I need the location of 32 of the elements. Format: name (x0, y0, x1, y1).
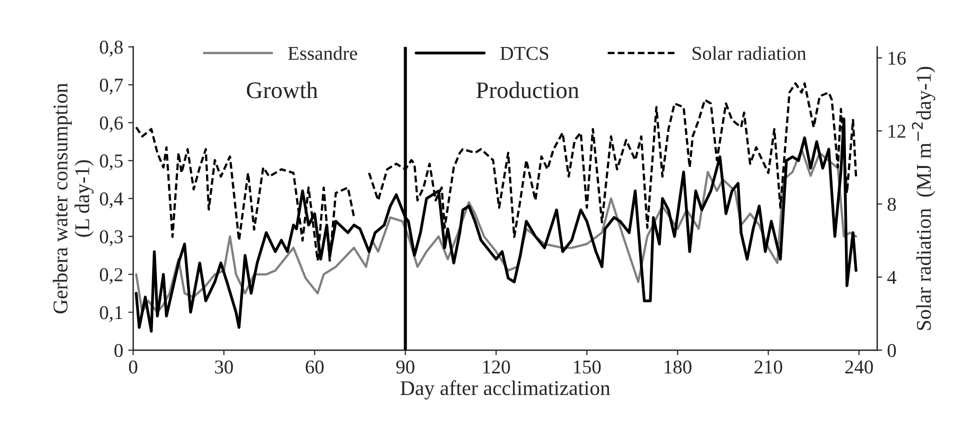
x-tick-label: 0 (129, 360, 138, 374)
y-tick-label: 0 (114, 344, 123, 358)
y-tick-label: 0,5 (100, 154, 123, 170)
x-tick-label: 60 (306, 360, 324, 374)
annotation: Growth (246, 82, 318, 98)
annotation: Production (476, 82, 579, 98)
y-tick-label: 0,3 (100, 230, 123, 246)
legend-label: Essandre (288, 46, 358, 60)
legend-label: DTCS (500, 46, 548, 60)
x-tick-label: 210 (754, 360, 782, 374)
y-tick-label: 0,8 (100, 40, 123, 57)
x-tick-label: 180 (664, 360, 692, 374)
y-tick-label: 0,4 (100, 192, 124, 208)
y-tick-label: 0,2 (100, 268, 122, 284)
y2-tick-label: 4 (887, 271, 896, 284)
x-tick-label: 90 (396, 360, 414, 374)
y2-tick-label: 0 (888, 344, 896, 358)
x-tick-label: 150 (574, 360, 601, 374)
y2-tick-label: 16 (888, 52, 906, 65)
y-tick-label: 0,7 (100, 78, 123, 95)
y2-tick-label: 12 (888, 124, 906, 138)
line-series (135, 148, 858, 314)
y2-axis-title: Solar radiation (MJ m$^{−2}$day-1) (912, 66, 936, 330)
y-axis-title: Gerbera water consumption (L day-1) (52, 83, 94, 314)
y-tick-label: 0,6 (100, 116, 123, 132)
x-axis-title: Day after acclimatization (400, 380, 610, 400)
y2-tick-label: 8 (888, 198, 896, 211)
y-tick-label: 0,1 (100, 306, 122, 322)
x-tick-label: 30 (215, 360, 233, 374)
x-tick-label: 240 (845, 360, 873, 374)
x-tick-label: 120 (483, 360, 510, 374)
legend-label: Solar radiation (692, 46, 806, 60)
